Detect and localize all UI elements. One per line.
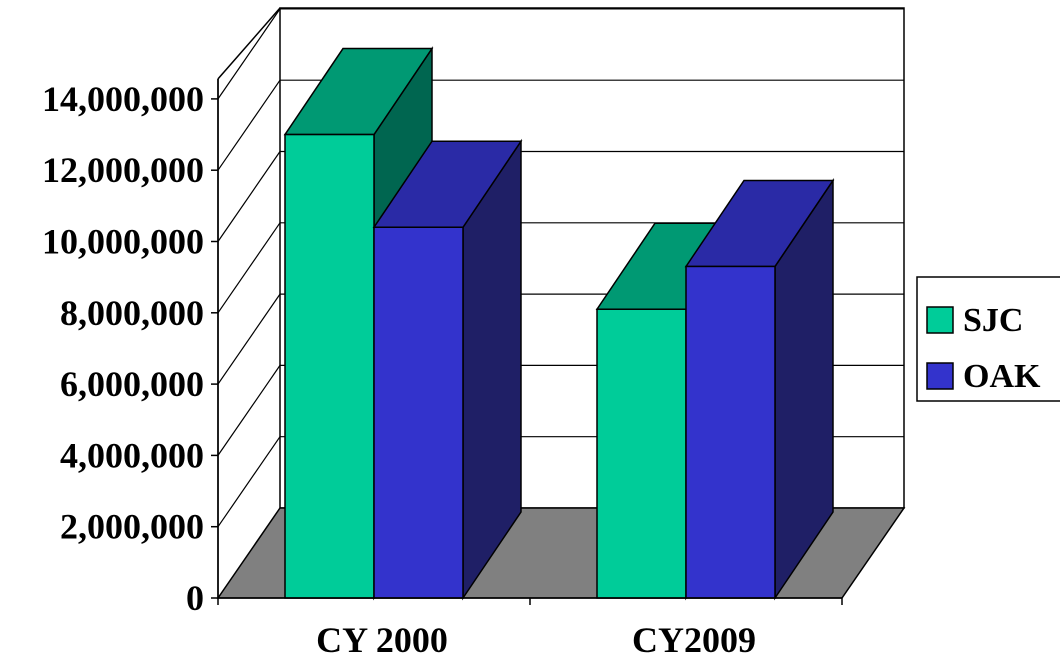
- x-axis-category-labels: CY 2000 CY2009: [316, 620, 756, 658]
- axes: [211, 78, 843, 605]
- gridline-side: [217, 8, 281, 100]
- y-tick-label: 14,000,000: [42, 79, 204, 119]
- gridline-side: [217, 365, 281, 456]
- bar-sjc-2-front: [596, 308, 687, 599]
- legend-label-sjc: SJC: [963, 302, 1023, 339]
- y-tick-label: 6,000,000: [60, 364, 204, 404]
- y-tick-label: 12,000,000: [42, 150, 204, 190]
- y-tick-label: 8,000,000: [60, 293, 204, 333]
- bar-oak-1: [372, 138, 523, 601]
- bar-oak-1-front: [373, 226, 464, 599]
- y-tick-label: 2,000,000: [60, 507, 204, 547]
- x-category-label: CY2009: [632, 620, 756, 658]
- gridline-side: [217, 436, 281, 528]
- legend-label-oak: OAK: [963, 358, 1041, 395]
- legend-swatch-oak: [926, 362, 954, 390]
- legend-swatch-sjc: [926, 306, 954, 334]
- gridline-side: [217, 79, 281, 171]
- bars: [283, 46, 835, 601]
- y-axis-tick-labels: 0 2,000,000 4,000,000 6,000,000 8,000,000 10,…: [42, 79, 204, 618]
- bar-oak-2: [684, 178, 835, 601]
- gridline-side: [217, 151, 281, 242]
- gridline-side: [217, 222, 281, 314]
- bar-oak-2-front: [685, 265, 776, 599]
- bar-sjc-1-front: [284, 133, 375, 599]
- y-tick-label: 0: [186, 578, 204, 618]
- gridline-side: [217, 293, 281, 385]
- x-category-label: CY 2000: [316, 620, 448, 658]
- y-tick-label: 10,000,000: [42, 222, 204, 262]
- legend: SJC OAK: [916, 276, 1060, 402]
- y-tick-label: 4,000,000: [60, 435, 204, 475]
- left-wall-top-edge: [217, 7, 281, 80]
